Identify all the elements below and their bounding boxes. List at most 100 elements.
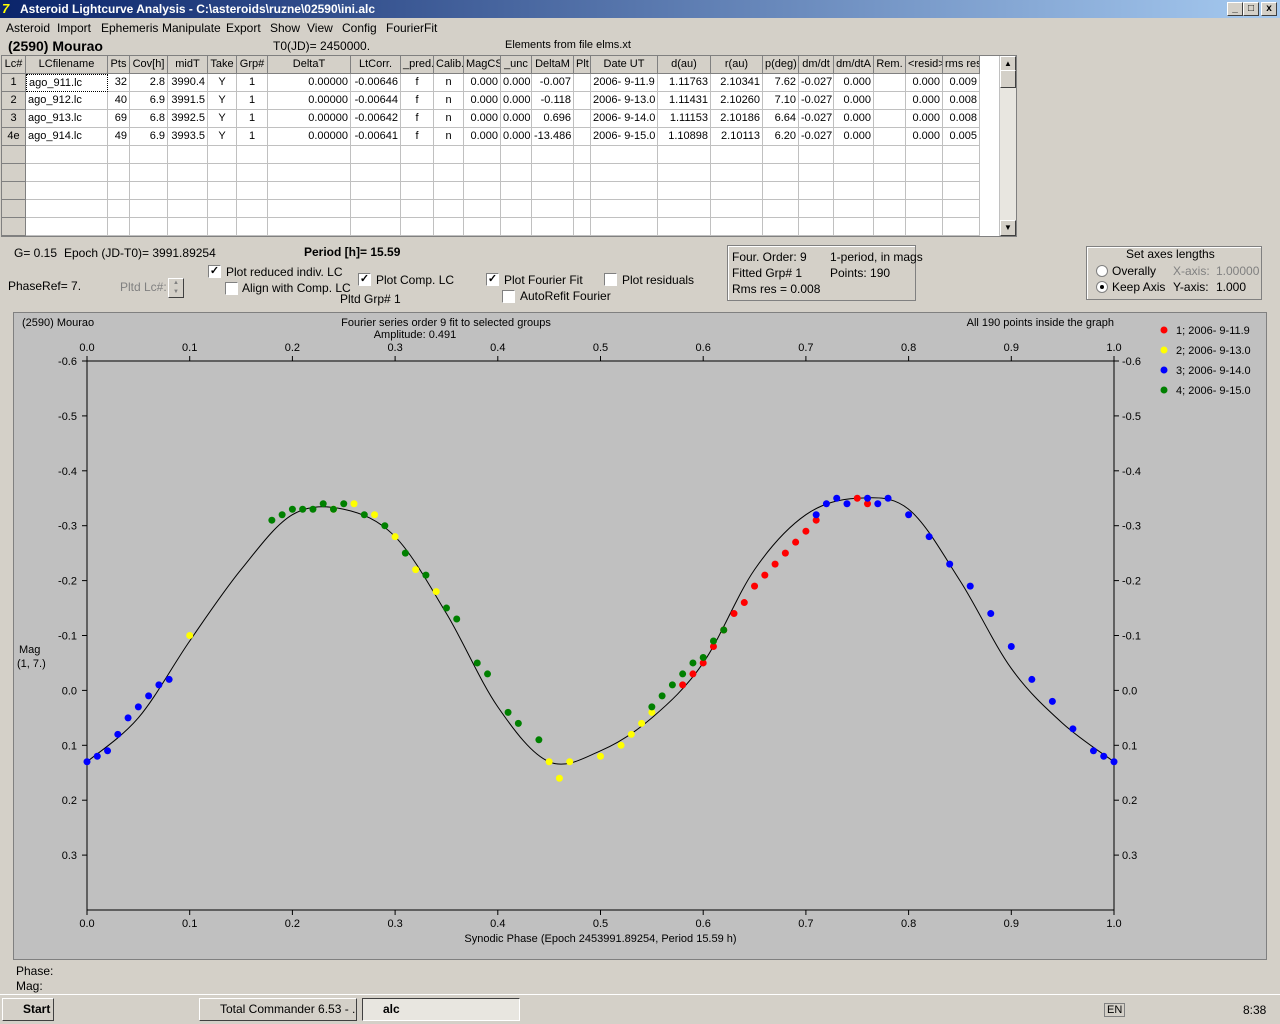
close-button[interactable]: x xyxy=(1261,2,1277,16)
table-cell[interactable] xyxy=(237,182,268,200)
table-cell[interactable] xyxy=(799,164,834,182)
table-cell[interactable] xyxy=(130,200,168,218)
table-cell[interactable] xyxy=(574,164,591,182)
table-cell[interactable] xyxy=(574,110,591,128)
table-cell[interactable]: 0.000 xyxy=(464,110,501,128)
table-cell[interactable]: 1 xyxy=(237,74,268,92)
table-cell[interactable]: 0.696 xyxy=(532,110,574,128)
table-cell[interactable] xyxy=(168,146,208,164)
table-cell[interactable] xyxy=(434,182,464,200)
pltd-lc-spinner[interactable]: ▲ ▼ xyxy=(168,278,184,298)
table-cell[interactable] xyxy=(268,200,351,218)
column-header-filename[interactable]: LCfilename xyxy=(26,56,108,74)
table-cell[interactable] xyxy=(943,182,980,200)
table-cell[interactable]: 3992.5 xyxy=(168,110,208,128)
table-cell[interactable] xyxy=(434,146,464,164)
table-cell[interactable] xyxy=(108,218,130,236)
column-header-deltam[interactable]: DeltaM xyxy=(532,56,574,74)
table-cell[interactable] xyxy=(574,200,591,218)
table-cell[interactable]: ago_911.lc xyxy=(26,74,108,92)
row-header[interactable]: 3 xyxy=(2,110,26,128)
table-cell[interactable]: 0.000 xyxy=(906,128,943,146)
table-cell[interactable] xyxy=(574,182,591,200)
menu-ephemeris[interactable]: Ephemeris xyxy=(101,21,159,35)
taskbar-alc[interactable]: alc xyxy=(362,998,520,1021)
table-cell[interactable] xyxy=(943,146,980,164)
table-cell[interactable]: f xyxy=(401,92,434,110)
table-cell[interactable]: Y xyxy=(208,128,237,146)
table-scrollbar[interactable]: ▲ ▼ xyxy=(999,56,1016,236)
table-cell[interactable]: 0.009 xyxy=(943,74,980,92)
table-cell[interactable] xyxy=(532,164,574,182)
row-header[interactable]: 4e xyxy=(2,128,26,146)
table-cell[interactable] xyxy=(799,182,834,200)
table-cell[interactable] xyxy=(168,200,208,218)
table-cell[interactable]: n xyxy=(434,110,464,128)
table-cell[interactable]: 0.000 xyxy=(501,110,532,128)
table-cell[interactable] xyxy=(874,200,906,218)
table-cell[interactable]: 3993.5 xyxy=(168,128,208,146)
column-header-rem[interactable]: Rem. xyxy=(874,56,906,74)
table-cell[interactable]: 0.00000 xyxy=(268,92,351,110)
table-cell[interactable]: 2006- 9-11.9 xyxy=(591,74,658,92)
table-cell[interactable] xyxy=(208,182,237,200)
table-cell[interactable] xyxy=(591,200,658,218)
table-cell[interactable] xyxy=(26,218,108,236)
table-cell[interactable] xyxy=(401,200,434,218)
row-header[interactable]: 1 xyxy=(2,74,26,92)
table-cell[interactable] xyxy=(834,182,874,200)
table-cell[interactable] xyxy=(874,182,906,200)
table-cell[interactable]: -0.027 xyxy=(799,92,834,110)
row-header[interactable] xyxy=(2,182,26,200)
table-cell[interactable] xyxy=(711,218,763,236)
lightcurve-chart[interactable]: 0.0 0.0 0.1 0.1 0.2 0.2 0.3 0.3 0.4 0.4 0.5 0.5 0.6 0… xyxy=(13,312,1267,960)
table-cell[interactable] xyxy=(351,146,401,164)
table-cell[interactable] xyxy=(26,200,108,218)
table-cell[interactable] xyxy=(943,164,980,182)
row-header[interactable] xyxy=(2,146,26,164)
table-cell[interactable] xyxy=(501,164,532,182)
table-cell[interactable]: n xyxy=(434,92,464,110)
table-cell[interactable] xyxy=(501,218,532,236)
column-header-pred[interactable]: _pred. xyxy=(401,56,434,74)
table-cell[interactable] xyxy=(906,182,943,200)
table-cell[interactable]: 0.000 xyxy=(834,110,874,128)
table-cell[interactable]: 2.8 xyxy=(130,74,168,92)
scroll-thumb[interactable] xyxy=(1000,70,1016,88)
table-cell[interactable] xyxy=(351,164,401,182)
column-header-dateut[interactable]: Date UT xyxy=(591,56,658,74)
table-cell[interactable]: 2.10113 xyxy=(711,128,763,146)
table-cell[interactable]: 0.008 xyxy=(943,92,980,110)
table-cell[interactable]: -0.00641 xyxy=(351,128,401,146)
table-cell[interactable] xyxy=(591,146,658,164)
table-cell[interactable]: 0.008 xyxy=(943,110,980,128)
table-cell[interactable]: 0.00000 xyxy=(268,110,351,128)
table-cell[interactable] xyxy=(834,200,874,218)
table-cell[interactable] xyxy=(401,182,434,200)
menu-config[interactable]: Config xyxy=(342,21,377,35)
table-cell[interactable] xyxy=(532,218,574,236)
table-cell[interactable] xyxy=(130,182,168,200)
table-cell[interactable] xyxy=(401,218,434,236)
table-cell[interactable] xyxy=(711,200,763,218)
table-cell[interactable] xyxy=(464,182,501,200)
table-cell[interactable]: 0.000 xyxy=(834,128,874,146)
table-cell[interactable] xyxy=(799,200,834,218)
table-cell[interactable] xyxy=(906,146,943,164)
table-cell[interactable]: n xyxy=(434,128,464,146)
table-cell[interactable]: -0.00642 xyxy=(351,110,401,128)
table-cell[interactable]: 2006- 9-13.0 xyxy=(591,92,658,110)
table-cell[interactable] xyxy=(834,218,874,236)
column-header-pdeg[interactable]: p(deg) xyxy=(763,56,799,74)
table-cell[interactable] xyxy=(574,128,591,146)
table-cell[interactable]: 0.00000 xyxy=(268,74,351,92)
start-button[interactable]: Start xyxy=(2,998,54,1021)
table-cell[interactable]: Y xyxy=(208,92,237,110)
table-cell[interactable] xyxy=(834,164,874,182)
table-cell[interactable] xyxy=(434,200,464,218)
table-cell[interactable] xyxy=(268,182,351,200)
table-cell[interactable] xyxy=(763,146,799,164)
table-cell[interactable] xyxy=(574,146,591,164)
table-cell[interactable]: ago_913.lc xyxy=(26,110,108,128)
plot-residuals-checkbox[interactable] xyxy=(604,273,617,286)
